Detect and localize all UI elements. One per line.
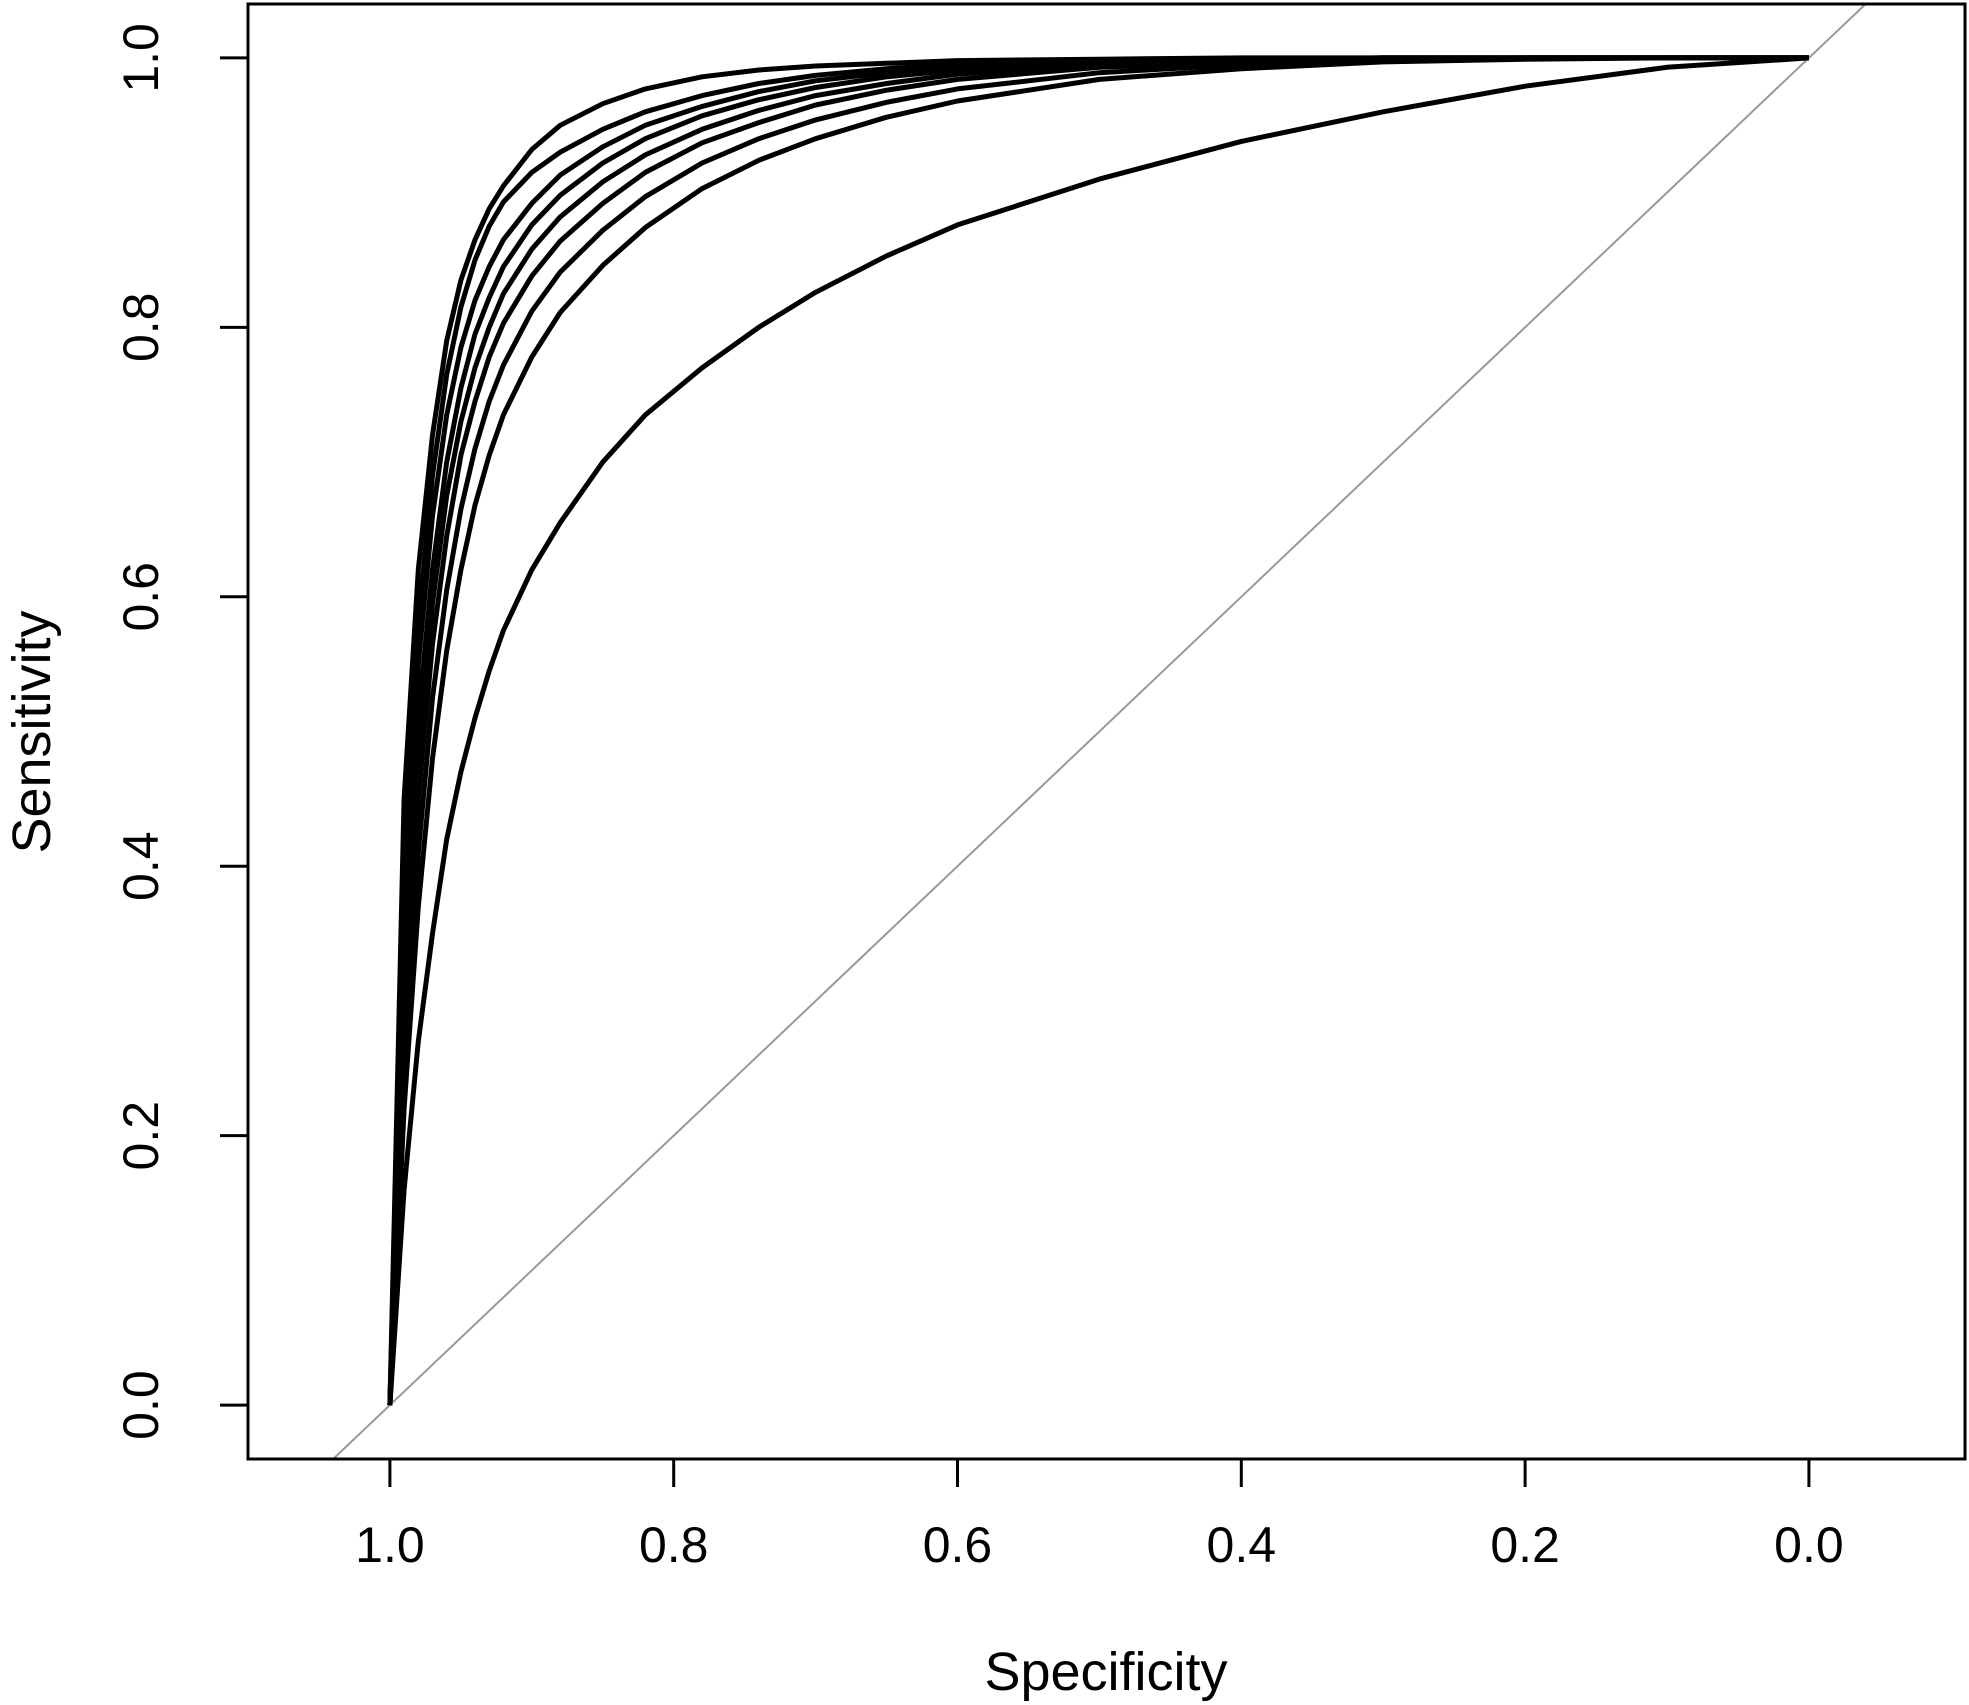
x-axis-title: Specificity [984, 1642, 1227, 1702]
roc-curve-7 [387, 55, 1809, 1406]
chance-diagonal-line [331, 4, 1868, 1459]
y-tick-label: 0.2 [113, 1101, 169, 1171]
y-tick-label: 1.0 [113, 23, 169, 93]
y-tick-label: 0.0 [113, 1370, 169, 1440]
x-axis: 1.0 0.8 0.6 0.4 0.2 0.0 [355, 1459, 1844, 1573]
x-tick-label: 0.2 [1490, 1517, 1560, 1573]
plot-frame [246, 2, 1967, 1461]
x-tick-label: 0.6 [923, 1517, 993, 1573]
y-tick-label: 0.8 [113, 293, 169, 363]
x-tick-label: 0.8 [639, 1517, 709, 1573]
roc-curve-8 [387, 55, 1809, 1406]
x-tick-label: 0.4 [1207, 1517, 1277, 1573]
roc-curve-9 [387, 55, 1810, 1406]
y-axis: 0.0 0.2 0.4 0.6 0.8 1.0 [113, 23, 248, 1440]
x-tick-label: 1.0 [355, 1517, 425, 1573]
y-axis-title: Sensitivity [2, 610, 62, 853]
y-tick-label: 0.6 [113, 562, 169, 632]
y-tick-label: 0.4 [113, 831, 169, 901]
x-tick-label: 0.0 [1774, 1517, 1844, 1573]
